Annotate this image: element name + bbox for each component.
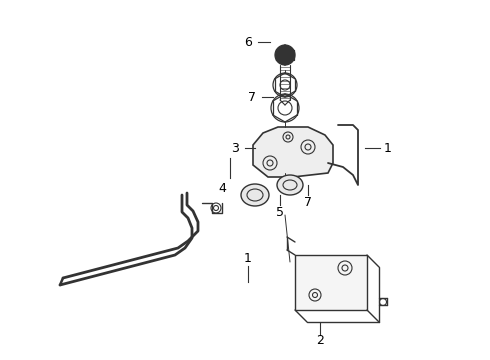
Text: 2: 2 (316, 333, 324, 346)
Text: 6: 6 (244, 36, 252, 49)
Text: 1: 1 (244, 252, 252, 265)
Polygon shape (253, 127, 333, 177)
Text: 7: 7 (304, 195, 312, 208)
Text: 4: 4 (218, 181, 226, 194)
Circle shape (275, 45, 295, 65)
Ellipse shape (277, 175, 303, 195)
Text: 3: 3 (231, 141, 239, 154)
Text: 1: 1 (384, 141, 392, 154)
Ellipse shape (241, 184, 269, 206)
Text: 5: 5 (276, 206, 284, 219)
Polygon shape (295, 255, 367, 310)
Text: 7: 7 (248, 90, 256, 104)
